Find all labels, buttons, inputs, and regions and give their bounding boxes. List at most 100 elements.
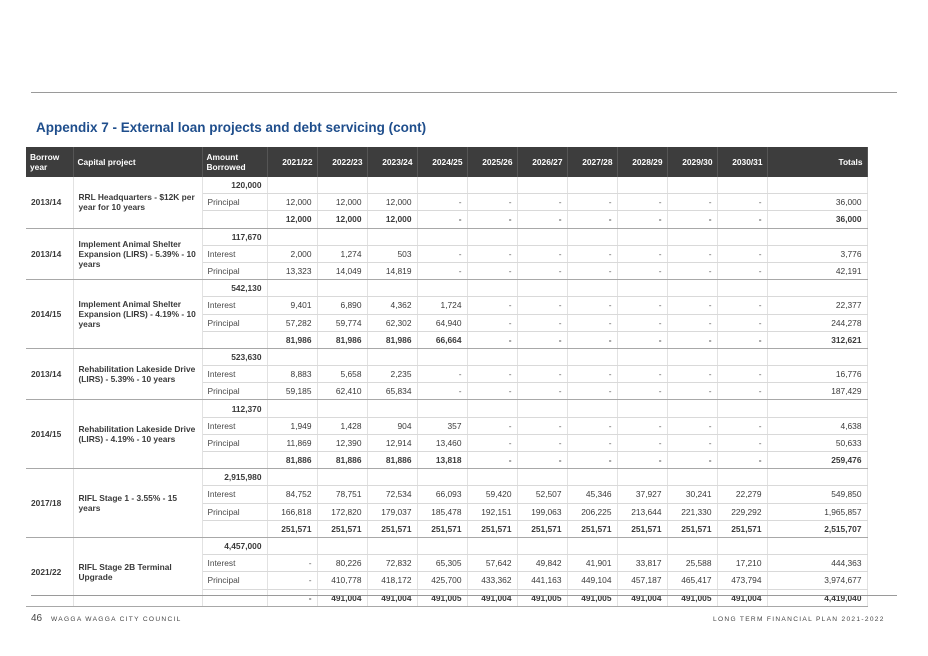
capital-project: Rehabilitation Lakeside Drive (LIRS) - 5… xyxy=(73,348,203,401)
empty-cell xyxy=(267,399,318,418)
capital-project: RRL Headquarters - $12K per year for 10 … xyxy=(73,177,203,229)
year-value: 12,000 xyxy=(267,193,318,212)
year-value: - xyxy=(567,314,618,332)
year-value: - xyxy=(267,554,318,573)
loan-detail-row: Interest 2,000 1,274 503- - - - - - -3,776 xyxy=(26,245,868,263)
empty-cell xyxy=(667,177,718,195)
year-value: 52,507 xyxy=(517,485,568,504)
year-value: 192,151 xyxy=(467,503,518,521)
year-value: - xyxy=(517,296,568,315)
year-value: - xyxy=(717,314,768,332)
year-value: 491,005 xyxy=(567,589,618,607)
loan-total-row: 81,886 81,886 81,886 13,818- - - - - -259,476 xyxy=(26,451,868,470)
year-value: 491,004 xyxy=(467,589,518,607)
year-value: - xyxy=(667,262,718,281)
year-value: 9,401 xyxy=(267,296,318,315)
year-value: - xyxy=(467,331,518,349)
header-year: 2027/28 xyxy=(567,147,618,177)
year-value: - xyxy=(467,434,518,453)
year-value: 221,330 xyxy=(667,503,718,521)
page-number: 46 xyxy=(31,613,43,624)
year-value: - xyxy=(617,434,668,453)
year-value: 11,869 xyxy=(267,434,318,453)
year-value: 84,752 xyxy=(267,485,318,504)
empty-cell xyxy=(767,279,868,298)
empty-cell xyxy=(317,537,368,556)
table-header-row: Borrow year Capital project Amount Borro… xyxy=(26,147,868,177)
empty-cell xyxy=(467,537,518,556)
row-total: 36,000 xyxy=(767,193,868,212)
year-value: 185,478 xyxy=(417,503,468,521)
year-value: 1,724 xyxy=(417,296,468,315)
loan-amount-row: 2014/15 Implement Animal Shelter Expansio… xyxy=(26,279,868,349)
year-value: - xyxy=(417,210,468,229)
year-value: 166,818 xyxy=(267,503,318,521)
year-value: 80,226 xyxy=(317,554,368,573)
year-value: 2,000 xyxy=(267,245,318,263)
row-total: 549,850 xyxy=(767,485,868,504)
row-total: 4,638 xyxy=(767,417,868,435)
empty-cell xyxy=(317,228,368,246)
empty-cell xyxy=(317,177,368,195)
header-year: 2022/23 xyxy=(317,147,368,177)
year-value: - xyxy=(617,210,668,229)
loan-detail-row: Interest 9,401 6,890 4,362 1,724- - - - - -22,377 xyxy=(26,296,868,315)
loan-detail-row: Principal 11,869 12,390 12,914 13,460- - - - - -5… xyxy=(26,434,868,453)
year-value: 251,571 xyxy=(267,520,318,538)
empty-cell xyxy=(567,279,618,298)
header-totals: Totals xyxy=(767,147,868,177)
year-value: 251,571 xyxy=(667,520,718,538)
amount-borrowed: 117,670 xyxy=(202,228,268,246)
year-value: 30,241 xyxy=(667,485,718,504)
row-total: 3,974,677 xyxy=(767,571,868,590)
year-value: 22,279 xyxy=(717,485,768,504)
header-year: 2028/29 xyxy=(617,147,668,177)
empty-cell xyxy=(267,279,318,298)
year-value: - xyxy=(517,210,568,229)
year-value: 57,282 xyxy=(267,314,318,332)
year-value: - xyxy=(417,365,468,384)
year-value: 491,004 xyxy=(317,589,368,607)
year-value: - xyxy=(717,262,768,281)
year-value: - xyxy=(567,382,618,401)
empty-cell xyxy=(317,468,368,487)
empty-cell xyxy=(767,177,868,195)
loan-amount-row: 2013/14 Rehabilitation Lakeside Drive (LI… xyxy=(26,348,868,401)
empty-cell xyxy=(417,468,468,487)
empty-cell xyxy=(667,228,718,246)
year-value: 433,362 xyxy=(467,571,518,590)
year-value: 449,104 xyxy=(567,571,618,590)
year-value: 491,005 xyxy=(517,589,568,607)
empty-cell xyxy=(267,228,318,246)
year-value: 12,000 xyxy=(267,210,318,229)
year-value: - xyxy=(617,365,668,384)
year-value: - xyxy=(517,365,568,384)
loan-detail-row: Principal 12,000 12,000 12,000- - - - - - -36,000 xyxy=(26,193,868,212)
year-value: - xyxy=(717,451,768,470)
year-value: 81,886 xyxy=(267,451,318,470)
year-value: - xyxy=(417,262,468,281)
loan-detail-row: Principal 166,818 172,820 179,037 185,478 192… xyxy=(26,503,868,521)
year-value: 229,292 xyxy=(717,503,768,521)
empty-cell xyxy=(267,537,318,556)
loan-detail-row: Interest 8,883 5,658 2,235- - - - - - -16,776 xyxy=(26,365,868,384)
year-value: 251,571 xyxy=(717,520,768,538)
loan-total-row: 251,571 251,571 251,571 251,571 251,571 251,5… xyxy=(26,520,868,538)
row-type xyxy=(202,520,268,538)
year-value: - xyxy=(667,331,718,349)
year-value: - xyxy=(567,193,618,212)
year-value: 14,819 xyxy=(367,262,418,281)
year-value: 78,751 xyxy=(317,485,368,504)
year-value: 441,163 xyxy=(517,571,568,590)
year-value: 8,883 xyxy=(267,365,318,384)
empty-cell xyxy=(717,399,768,418)
loan-amount-row: 2014/15 Rehabilitation Lakeside Drive (LI… xyxy=(26,399,868,470)
year-value: 904 xyxy=(367,417,418,435)
year-value: 457,187 xyxy=(617,571,668,590)
row-type: Principal xyxy=(202,503,268,521)
year-value: - xyxy=(517,193,568,212)
year-value: - xyxy=(617,331,668,349)
year-value: - xyxy=(517,382,568,401)
row-total: 42,191 xyxy=(767,262,868,281)
year-value: - xyxy=(567,245,618,263)
